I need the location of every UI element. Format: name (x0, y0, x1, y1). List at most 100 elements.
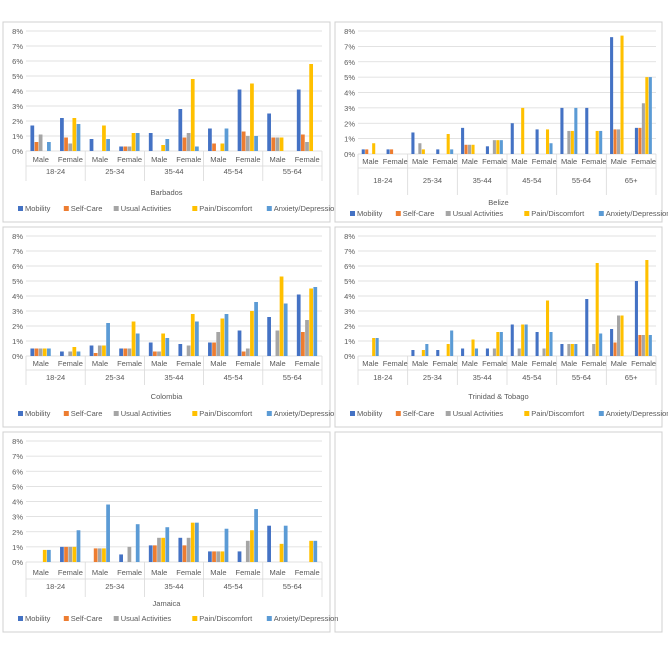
age-group-label: 45-54 (522, 373, 541, 382)
y-tick-label: 8% (344, 27, 355, 36)
bar-mobility (560, 344, 564, 356)
legend-swatch (192, 411, 198, 416)
bar-mobility (89, 139, 94, 151)
bar-mobility (411, 132, 415, 154)
age-group-label: 25-34 (423, 176, 442, 185)
bar-usual-activities (641, 103, 645, 154)
chart-title: Barbados (150, 188, 182, 197)
bar-pain-discomfort (471, 339, 475, 356)
bar-usual-activities (567, 130, 571, 154)
y-tick-label: 4% (12, 498, 23, 507)
bar-mobility (585, 299, 589, 356)
bar-pain-discomfort (521, 324, 525, 356)
bar-anxiety-depression (499, 140, 503, 154)
legend-swatch (18, 616, 23, 621)
age-group-label: 25-34 (423, 373, 442, 382)
bar-anxiety-depression (524, 324, 528, 356)
legend-swatch (445, 211, 451, 216)
bar-mobility (60, 118, 64, 151)
bar-mobility (361, 149, 365, 154)
age-group-label: 55-64 (283, 167, 302, 176)
bar-anxiety-depression (106, 504, 110, 562)
legend-swatch (63, 616, 69, 621)
bar-mobility (60, 546, 64, 562)
bar-self-care (152, 351, 157, 356)
bar-anxiety-depression (195, 522, 199, 562)
y-tick-label: 6% (344, 58, 355, 67)
category-label: Male (511, 157, 527, 166)
category-label: Female (532, 157, 557, 166)
bar-anxiety-depression (76, 530, 81, 562)
bar-usual-activities (492, 140, 496, 154)
chart-frame (2, 226, 331, 428)
legend-entry: Anxiety/Depression (274, 614, 339, 623)
age-group-label: 45-54 (522, 176, 541, 185)
bar-mobility (535, 332, 539, 356)
legend-entry: Pain/Discomfort (531, 409, 585, 418)
chart-panel-belize: 0% 1% 2% 3% 4% 5% 6% 7% 8% Male Female Male Female Ma… (334, 21, 668, 223)
category-label: Male (151, 359, 167, 368)
category-label: Male (462, 359, 478, 368)
bar-pain-discomfort (279, 137, 284, 151)
bar-anxiety-depression (450, 330, 454, 356)
chart-panel-trinidad-tobago: 0% 1% 2% 3% 4% 5% 6% 7% 8% Male Female Male Female Ma… (334, 226, 668, 428)
y-tick-label: 7% (12, 42, 23, 51)
category-label: Female (117, 568, 142, 577)
bar-mobility (610, 329, 614, 356)
bar-mobility (208, 342, 212, 356)
bar-pain-discomfort (309, 540, 314, 562)
y-tick-label: 1% (344, 135, 355, 144)
bar-pain-discomfort (471, 144, 475, 154)
category-label: Male (269, 568, 285, 577)
bar-mobility (485, 348, 489, 356)
category-label: Male (362, 157, 378, 166)
bar-mobility (267, 525, 271, 562)
bar-pain-discomfort (446, 344, 450, 356)
bar-pain-discomfort (102, 345, 106, 356)
bar-usual-activities (567, 344, 571, 356)
bar-pain-discomfort (545, 300, 550, 356)
bar-usual-activities (216, 551, 221, 562)
bar-self-care (638, 127, 642, 154)
legend-entry: Anxiety/Depression (274, 204, 339, 213)
y-tick-label: 4% (12, 87, 23, 96)
category-label: Male (33, 155, 49, 164)
bar-self-care (212, 342, 216, 356)
bar-usual-activities (186, 133, 191, 151)
category-label: Female (383, 359, 408, 368)
age-group-label: 35-44 (164, 582, 183, 591)
bar-self-care (241, 131, 246, 151)
legend-entry: Usual Activities (121, 409, 172, 418)
y-tick-label: 1% (12, 543, 23, 552)
bar-mobility (208, 128, 212, 151)
bar-usual-activities (305, 320, 309, 356)
age-group-label: 18-24 (46, 373, 65, 382)
y-tick-label: 7% (344, 247, 355, 256)
legend-entry: Usual Activities (121, 614, 172, 623)
y-tick-label: 1% (12, 337, 23, 346)
bar-usual-activities (617, 129, 621, 154)
y-tick-label: 6% (12, 467, 23, 476)
bar-mobility (461, 348, 465, 356)
bar-usual-activities (127, 348, 132, 356)
bar-usual-activities (245, 348, 250, 356)
legend-entry: Anxiety/Depression (606, 409, 668, 418)
age-group-label: 45-54 (224, 167, 243, 176)
bar-pain-discomfort (190, 522, 195, 562)
legend-swatch (524, 411, 530, 416)
age-group-label: 18-24 (46, 582, 65, 591)
y-tick-label: 3% (12, 102, 23, 111)
bar-self-care (300, 134, 305, 151)
legend: Mobility Self-Care Usual Activities Pain/Di… (18, 204, 338, 213)
bar-pain-discomfort (250, 83, 254, 151)
bar-anxiety-depression (106, 139, 110, 151)
category-label: Male (151, 155, 167, 164)
bar-pain-discomfort (131, 133, 136, 151)
bar-pain-discomfort (161, 145, 166, 151)
bar-self-care (241, 351, 246, 356)
bar-self-care (123, 146, 128, 151)
bar-self-care (34, 142, 39, 151)
category-label: Female (235, 359, 260, 368)
age-group-label: 35-44 (473, 373, 492, 382)
category-label: Male (92, 568, 108, 577)
